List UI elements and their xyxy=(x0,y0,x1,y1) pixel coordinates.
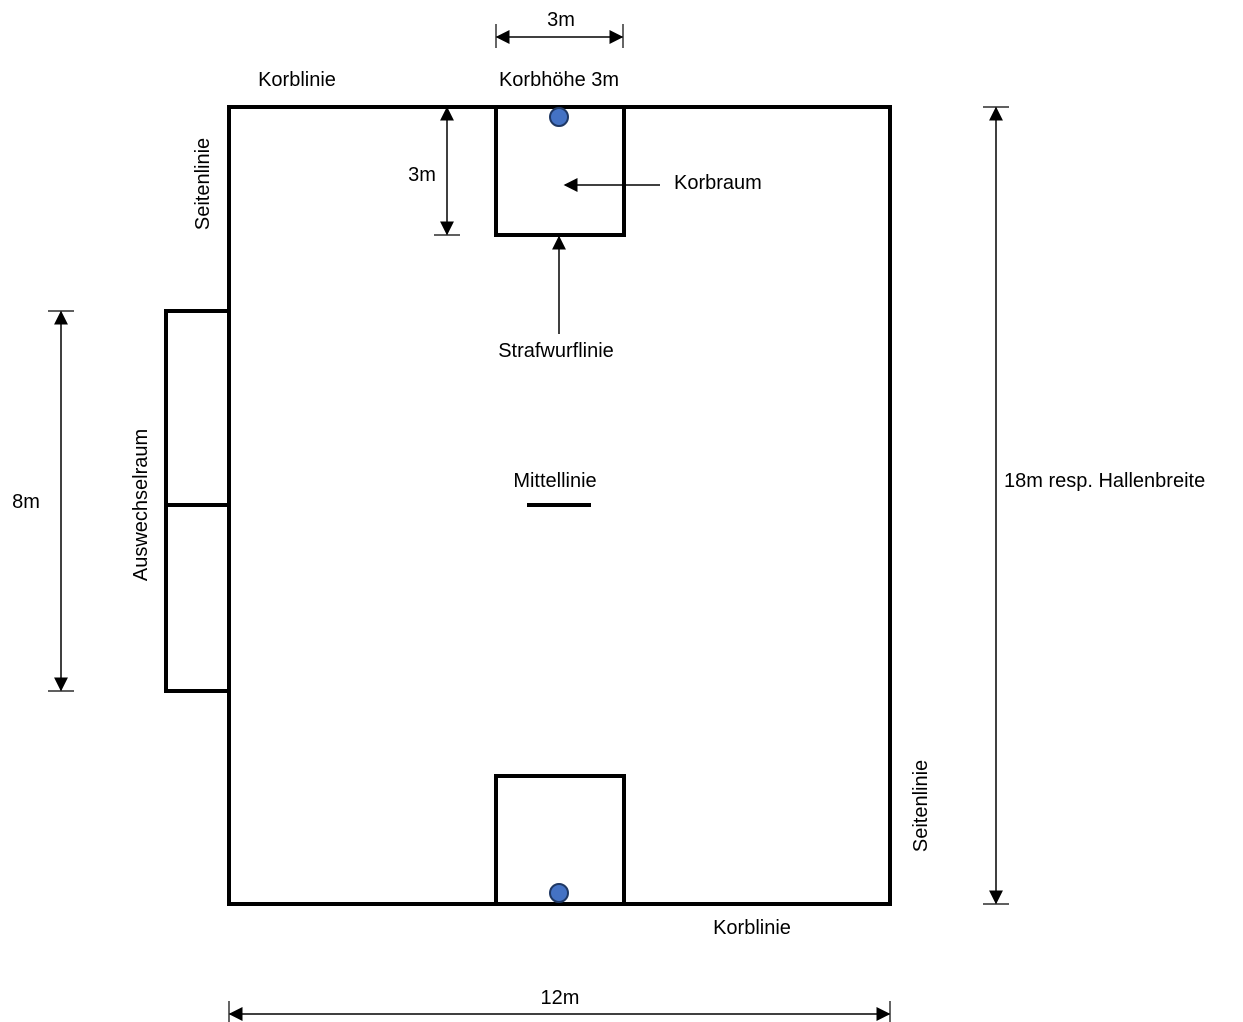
bottom-key-area xyxy=(494,774,626,906)
mittellinie-label: Mittellinie xyxy=(513,470,596,492)
seitenlinie-left-label: Seitenlinie xyxy=(192,138,214,230)
court-length-label: 18m resp. Hallenbreite xyxy=(1004,470,1205,492)
seitenlinie-right-label: Seitenlinie xyxy=(910,760,932,852)
bottom-hoop xyxy=(549,883,569,903)
korblinie-top-label: Korblinie xyxy=(258,69,336,91)
korblinie-bottom-label: Korblinie xyxy=(713,917,791,939)
top-key-area xyxy=(494,105,626,237)
korbraum-label: Korbraum xyxy=(674,172,762,194)
court-width-label: 12m xyxy=(541,987,580,1009)
top-width-label: 3m xyxy=(547,9,575,31)
auswechselraum-label: Auswechselraum xyxy=(130,429,152,581)
top-hoop xyxy=(549,107,569,127)
depth-label: 3m xyxy=(408,164,436,186)
substitution-zone xyxy=(164,309,229,693)
korbhoehe-label: Korbhöhe 3m xyxy=(499,69,619,91)
strafwurflinie-label: Strafwurflinie xyxy=(498,340,614,362)
sub-zone-dim-label: 8m xyxy=(12,491,40,513)
